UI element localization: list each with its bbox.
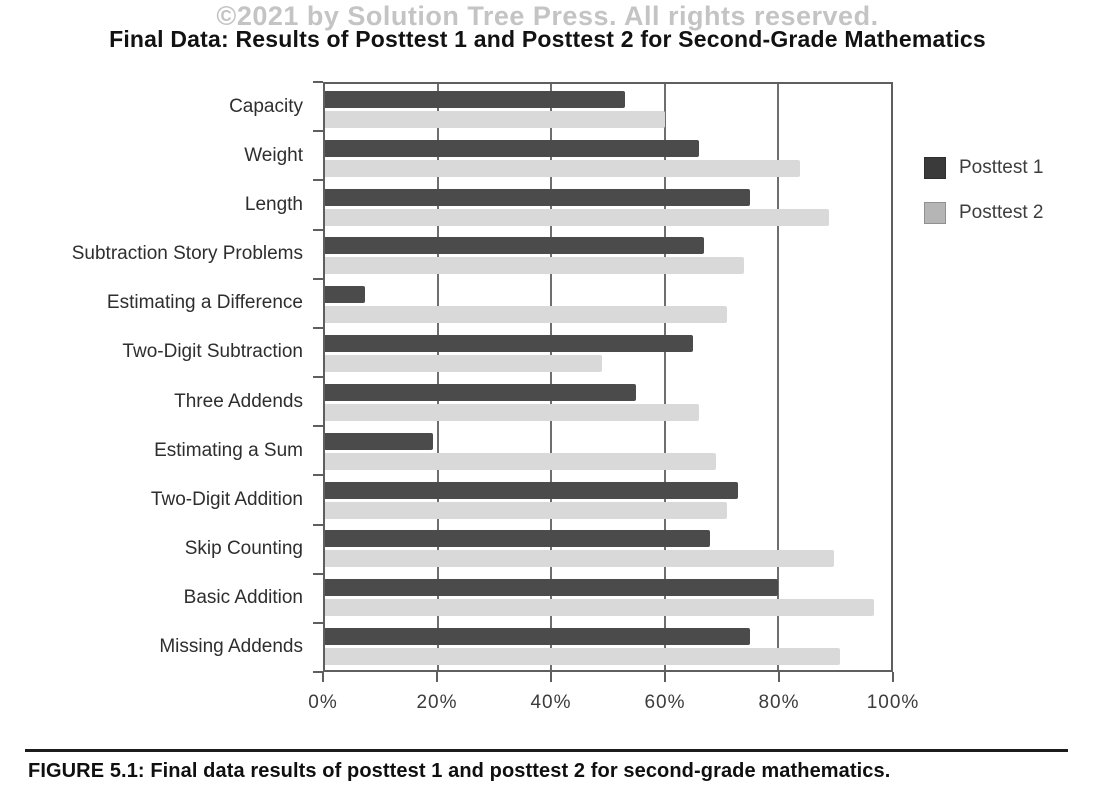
category-label: Weight (244, 144, 303, 166)
category-label: Skip Counting (184, 538, 303, 560)
bar-posttest2 (325, 111, 665, 128)
y-axis-tick (313, 572, 323, 575)
y-axis-tick (313, 81, 323, 83)
bar-row (325, 182, 891, 231)
category-label: Three Addends (174, 390, 303, 412)
bar-posttest2 (325, 355, 603, 373)
bar-posttest1 (325, 530, 710, 548)
x-axis-label: 60% (644, 692, 686, 713)
x-axis-tick (778, 672, 780, 682)
bar-posttest1 (325, 579, 778, 597)
category-label: Length (244, 193, 303, 215)
copyright-watermark: ©2021 by Solution Tree Press. All rights… (216, 1, 879, 31)
gridline (437, 84, 440, 670)
bar-row (325, 426, 891, 475)
x-axis-tick (550, 672, 552, 682)
y-axis-tick (313, 425, 323, 428)
bar-posttest2 (325, 159, 801, 177)
x-axis-label: 100% (866, 692, 920, 713)
x-axis-labels: 0% 20% 40% 60% 80% 100% (308, 692, 918, 716)
y-axis-tick (313, 621, 323, 624)
category-labels: Capacity Weight Length Subtraction Story Pr… (0, 82, 303, 672)
y-axis-tick (313, 523, 323, 526)
caption-rule (25, 749, 1068, 752)
bar-posttest1 (325, 91, 625, 108)
y-axis-tick (313, 474, 323, 477)
chart-title: Final Data: Results of Posttest 1 and Po… (109, 26, 986, 52)
bar-posttest1 (325, 432, 433, 450)
x-axis-tick (892, 672, 894, 682)
legend-item: Posttest 1 (924, 157, 1044, 179)
legend-item: Posttest 2 (924, 202, 1044, 224)
x-axis-label: 20% (416, 692, 458, 713)
legend: Posttest 1 Posttest 2 (924, 157, 1044, 247)
bar-row (325, 133, 891, 182)
category-label: Estimating a Sum (154, 439, 303, 461)
gridline (776, 84, 779, 670)
legend-label: Posttest 2 (959, 202, 1044, 223)
bar-posttest2 (325, 306, 727, 324)
gridline (663, 84, 666, 670)
bar-posttest1 (325, 286, 365, 304)
bar-row (325, 328, 891, 377)
bar-posttest1 (325, 383, 637, 401)
y-axis-tick (313, 179, 323, 182)
bar-row (325, 475, 891, 524)
bar-row (325, 377, 891, 426)
bar-posttest2 (325, 550, 835, 568)
y-axis-tick (313, 277, 323, 280)
x-axis-tick (322, 672, 324, 682)
bar-row (325, 84, 891, 133)
bar-posttest2 (325, 501, 727, 519)
legend-swatch-posttest2 (924, 202, 946, 224)
legend-swatch-posttest1 (924, 157, 946, 179)
bars-container (325, 84, 891, 670)
x-axis-ticks (322, 672, 894, 682)
bar-posttest2 (325, 208, 829, 226)
bar-posttest2 (325, 599, 875, 617)
category-label: Two-Digit Addition (150, 488, 303, 510)
gridlines (325, 84, 891, 670)
y-axis-tick (313, 671, 323, 673)
category-label: Two-Digit Subtraction (122, 341, 303, 363)
bar-posttest1 (325, 237, 705, 255)
y-axis-tick (313, 228, 323, 231)
bar-row (325, 621, 891, 670)
y-axis-tick (313, 376, 323, 378)
bar-row (325, 279, 891, 328)
bar-row (325, 572, 891, 621)
bar-posttest1 (325, 188, 750, 206)
y-axis-tick (313, 326, 323, 329)
category-label: Basic Addition (183, 587, 303, 609)
x-axis-label: 80% (758, 692, 800, 713)
x-axis-tick (436, 672, 438, 682)
bar-posttest2 (325, 648, 841, 666)
legend-label: Posttest 1 (959, 157, 1044, 178)
bar-row (325, 230, 891, 279)
bar-posttest2 (325, 452, 716, 470)
category-label: Missing Addends (159, 636, 303, 658)
gridline (550, 84, 553, 670)
y-axis-ticks (313, 81, 323, 673)
category-label: Subtraction Story Problems (71, 243, 303, 265)
figure-caption: FIGURE 5.1: Final data results of postte… (28, 760, 891, 782)
bar-posttest2 (325, 257, 744, 275)
y-axis-tick (313, 130, 323, 133)
plot-area (323, 82, 893, 672)
x-axis-label: 0% (308, 692, 338, 713)
bar-row (325, 523, 891, 572)
category-label: Estimating a Difference (106, 292, 303, 314)
bar-posttest2 (325, 403, 699, 421)
x-axis-label: 40% (530, 692, 572, 713)
bar-posttest1 (325, 481, 739, 499)
bar-posttest1 (325, 628, 750, 646)
category-label: Capacity (229, 95, 303, 117)
bar-posttest1 (325, 139, 699, 157)
bar-posttest1 (325, 335, 693, 353)
x-axis-tick (664, 672, 666, 682)
